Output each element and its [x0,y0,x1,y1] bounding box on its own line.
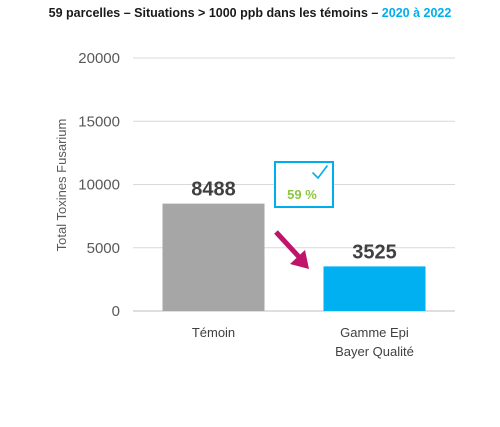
value-labels: 8488 3525 [191,179,397,264]
checkmark-icon [312,165,328,179]
y-tick-label: 20000 [78,50,120,67]
category-labels: Témoin Gamme Epi Bayer Qualité [192,325,414,359]
reduction-percentage: 59 % [287,187,317,202]
y-tick-label: 15000 [78,113,120,130]
y-tick-label: 5000 [87,240,120,257]
reduction-badge [274,161,334,208]
chart-title-years: 2020 à 2022 [381,6,452,20]
category-label: Bayer Qualité [335,344,414,359]
arrow-head [290,250,309,269]
value-label: 3525 [352,241,397,263]
y-axis-label: Total Toxines Fusarium [54,119,69,252]
bar-1 [162,203,265,311]
reduction-arrow [274,230,302,260]
chart-title-main: 59 parcelles – Situations > 1000 ppb dan… [48,6,382,20]
bar-2 [323,266,426,311]
category-label: Gamme Epi [340,325,409,340]
y-axis-ticks: 0 5000 10000 15000 20000 [78,50,120,320]
y-tick-label: 10000 [78,177,120,194]
y-tick-label: 0 [112,303,120,320]
bars [162,203,426,311]
category-label: Témoin [192,325,235,340]
chart-title: 59 parcelles – Situations > 1000 ppb dan… [0,6,500,20]
reduction-annotation: 59 % [274,161,334,269]
value-label: 8488 [191,179,236,201]
